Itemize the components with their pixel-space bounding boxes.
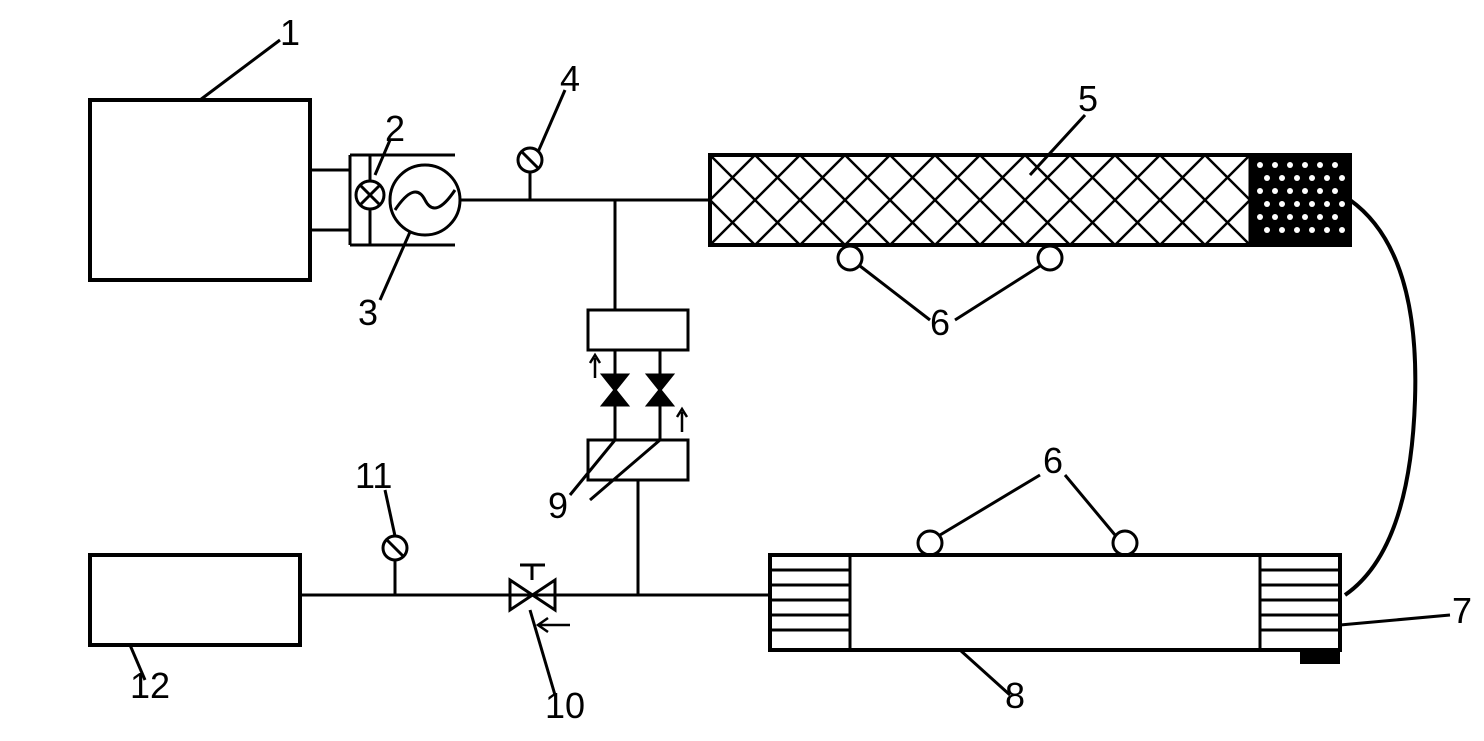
label-8: 8 bbox=[1005, 675, 1025, 717]
label-11: 11 bbox=[355, 455, 392, 497]
label-4: 4 bbox=[560, 58, 580, 100]
label-5: 5 bbox=[1078, 78, 1098, 120]
component-12 bbox=[90, 555, 300, 645]
wheel-icon bbox=[1038, 246, 1062, 270]
component-8 bbox=[770, 555, 1340, 650]
curved-pipe bbox=[1345, 200, 1415, 595]
label-6a: 6 bbox=[930, 302, 950, 344]
component-1 bbox=[90, 100, 310, 280]
label-9: 9 bbox=[548, 485, 568, 527]
label-10: 10 bbox=[545, 685, 585, 727]
component-7 bbox=[1300, 650, 1340, 664]
schematic-diagram bbox=[0, 0, 1484, 741]
valve-block-9-top bbox=[588, 310, 688, 350]
wheel-icon bbox=[918, 531, 942, 555]
label-6b: 6 bbox=[1043, 440, 1063, 482]
label-2: 2 bbox=[385, 108, 405, 150]
label-7: 7 bbox=[1452, 590, 1472, 632]
valve-10 bbox=[510, 565, 555, 610]
label-3: 3 bbox=[358, 292, 378, 334]
wheel-icon bbox=[838, 246, 862, 270]
wheel-icon bbox=[1113, 531, 1137, 555]
label-1: 1 bbox=[280, 12, 300, 54]
label-12: 12 bbox=[130, 665, 170, 707]
